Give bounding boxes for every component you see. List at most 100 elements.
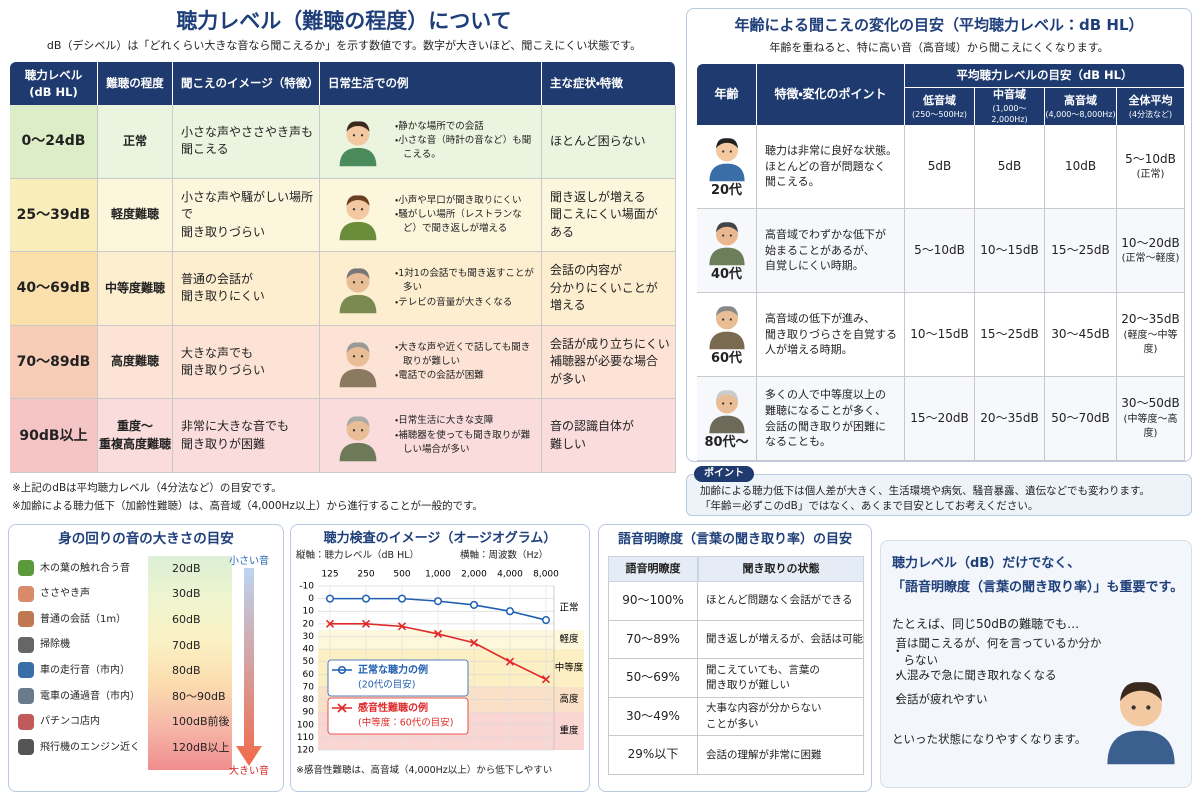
degree: 軽度難聴 <box>98 178 173 253</box>
person-icon <box>339 342 376 388</box>
symptoms: 会話の内容が 分かりにくいことが 増える <box>542 252 676 326</box>
sound-name: 飛行機のエンジン近く <box>40 741 140 753</box>
zone-band <box>318 630 584 650</box>
speech-rate: 50〜69% <box>608 659 698 698</box>
age-points: 聴力は非常に良好な状態。 ほとんどの音が問題なく 聞こえる。 <box>757 125 905 209</box>
sound-icon <box>18 713 34 730</box>
sound-name: 車の走行音（市内） <box>40 664 130 676</box>
average-value: 20〜35dB <box>1121 312 1180 327</box>
y-tick-label: 110 <box>297 733 314 743</box>
speech-header: 語音明瞭度 <box>608 556 698 582</box>
average-value: 30〜50dB <box>1121 396 1180 411</box>
table-header: 難聴の程度 <box>98 62 173 105</box>
x-tick-label: 125 <box>321 570 338 580</box>
speech-panel <box>598 524 872 792</box>
example-item: 日常生活に大きな支障 <box>395 414 535 428</box>
group-header: 平均聴力レベルの目安（dB HL） <box>905 64 1185 88</box>
hearing-level: 25〜39dB <box>10 178 98 253</box>
age-cell: 40代 <box>697 209 757 293</box>
average-note: (正常〜軽度) <box>1121 252 1180 264</box>
legend-box <box>327 659 469 697</box>
data-point <box>541 616 551 625</box>
audiogram-footnote: ※感音性難聴は、高音域（4,000Hz以上）から低下しやすい <box>296 765 553 777</box>
example-item: 騒がしい場所（レストランなど）で聞き返しが増える <box>395 208 535 237</box>
sound-level: 80〜90dB <box>172 689 226 703</box>
example-item: 電話での会話が困難 <box>395 369 535 383</box>
sound-title: 身の回りの音の大きさの目安 <box>58 531 234 548</box>
hearing-image: 大きな声でも 聞き取りづらい <box>173 325 320 400</box>
data-point <box>469 600 479 609</box>
speech-state: ほとんど問題なく会話ができる <box>698 582 864 621</box>
band-value: 10〜15dB <box>905 293 975 377</box>
degree: 高度難聴 <box>98 325 173 400</box>
band-value: 5dB <box>975 125 1045 209</box>
points-header: 特徴・変化のポイント <box>757 64 905 125</box>
footnote: ※加齢による聴力低下（加齢性難聴）は、高音域（4,000Hz以上）から進行するこ… <box>12 500 483 513</box>
main-title: 聴力レベル（難聴の程度）について <box>176 8 512 33</box>
hearing-level: 90dB以上 <box>10 399 98 473</box>
speech-state: 聞こえていても、言葉の 聞き取りが難しい <box>698 659 864 698</box>
band-name: 全体平均 <box>1128 93 1173 107</box>
message-headline: 「語音明瞭度（言葉の聞き取り率）」も重要です。 <box>892 579 1184 595</box>
y-tick-label: 0 <box>308 594 314 604</box>
point-label: ポイント <box>694 466 754 482</box>
message-closing: といった状態になりやすくなります。 <box>892 731 1087 746</box>
average-note: (中等度〜高度) <box>1123 413 1178 440</box>
legend-name: 正常な聴力の例 <box>358 663 428 676</box>
speech-rate: 70〜89% <box>608 620 698 660</box>
band-header: 全体平均 (4分法など) <box>1117 88 1185 125</box>
sound-name: 掃除機 <box>40 639 70 651</box>
sound-icon <box>18 611 34 628</box>
hearing-image: 普通の会話が 聞き取りにくい <box>173 252 320 326</box>
average-note: (正常) <box>1136 168 1165 180</box>
example-list: 大きな声や近くで話しても聞き取りが難しい電話での会話が困難 <box>395 341 535 384</box>
point-panel <box>686 474 1192 516</box>
legend-note: (中等度：60代の目安) <box>358 717 454 729</box>
sound-icon <box>18 688 34 704</box>
degree: 重度〜 重複高度難聴 <box>98 399 173 473</box>
y-tick-label: 120 <box>297 746 314 756</box>
hearing-image: 小さな声や騒がしい場所で 聞き取りづらい <box>173 178 320 253</box>
speech-rate: 30〜49% <box>608 697 698 737</box>
table-header: 聴力レベル (dB HL) <box>10 62 98 105</box>
speech-header: 聞き取りの状態 <box>698 556 864 582</box>
table-header: 日常生活での例 <box>320 62 542 105</box>
sound-name: 普通の会話（1m） <box>40 613 127 625</box>
y-tick-label: 10 <box>303 607 315 617</box>
legend-name: 感音性難聴の例 <box>358 701 428 714</box>
zone-label: 軽度 <box>559 633 579 645</box>
symptoms: 音の認識自体が 難しい <box>542 399 676 473</box>
age-panel <box>686 8 1192 462</box>
data-point <box>433 597 443 606</box>
hearing-level: 0〜24dB <box>10 105 98 179</box>
person-icon <box>708 306 745 350</box>
speech-title: 語音明瞭度（言葉の聞き取り率）の目安 <box>617 531 852 547</box>
band-header: 低音域 (250〜500Hz) <box>905 88 975 125</box>
y-tick-label: 80 <box>303 695 315 705</box>
small-sound-label: 小さい音 <box>229 555 269 567</box>
age-cell: 60代 <box>697 293 757 377</box>
data-point <box>325 619 335 628</box>
symptoms: 聞き返しが増える 聞こえにくい場面が ある <box>542 178 676 253</box>
point-line: 「年齢＝必ずこのdB」ではなく、あくまで目安としてお考えください。 <box>700 499 1039 512</box>
example-list: 小声や早口が聞き取りにくい騒がしい場所（レストランなど）で聞き返しが増える <box>395 194 535 237</box>
audiogram-y-label: 縦軸：聴力レベル（dB HL） <box>296 550 420 562</box>
speech-state: 大事な内容が分からない ことが多い <box>698 697 864 737</box>
audiogram-panel <box>290 524 590 792</box>
data-point <box>505 657 515 666</box>
band-value: 15〜20dB <box>905 377 975 461</box>
loudness-arrow <box>236 568 262 766</box>
age-points: 高音域の低下が進み、 聞き取りづらさを自覚する 人が増える時期。 <box>757 293 905 377</box>
zone-label: 高度 <box>559 693 579 705</box>
person-icon <box>339 121 376 167</box>
x-tick-label: 4,000 <box>497 570 523 580</box>
y-tick-label: 40 <box>303 645 315 655</box>
band-value: 15〜25dB <box>975 293 1045 377</box>
degree: 正常 <box>98 105 173 179</box>
zone-label: 正常 <box>559 602 578 614</box>
age-points: 高音域でわずかな低下が 始まることがあるが、 自覚しにくい時期。 <box>757 209 905 293</box>
speech-state: 会話の理解が非常に困難 <box>698 736 864 775</box>
age-label: 40代 <box>710 267 743 283</box>
y-tick-label: 50 <box>303 657 315 667</box>
